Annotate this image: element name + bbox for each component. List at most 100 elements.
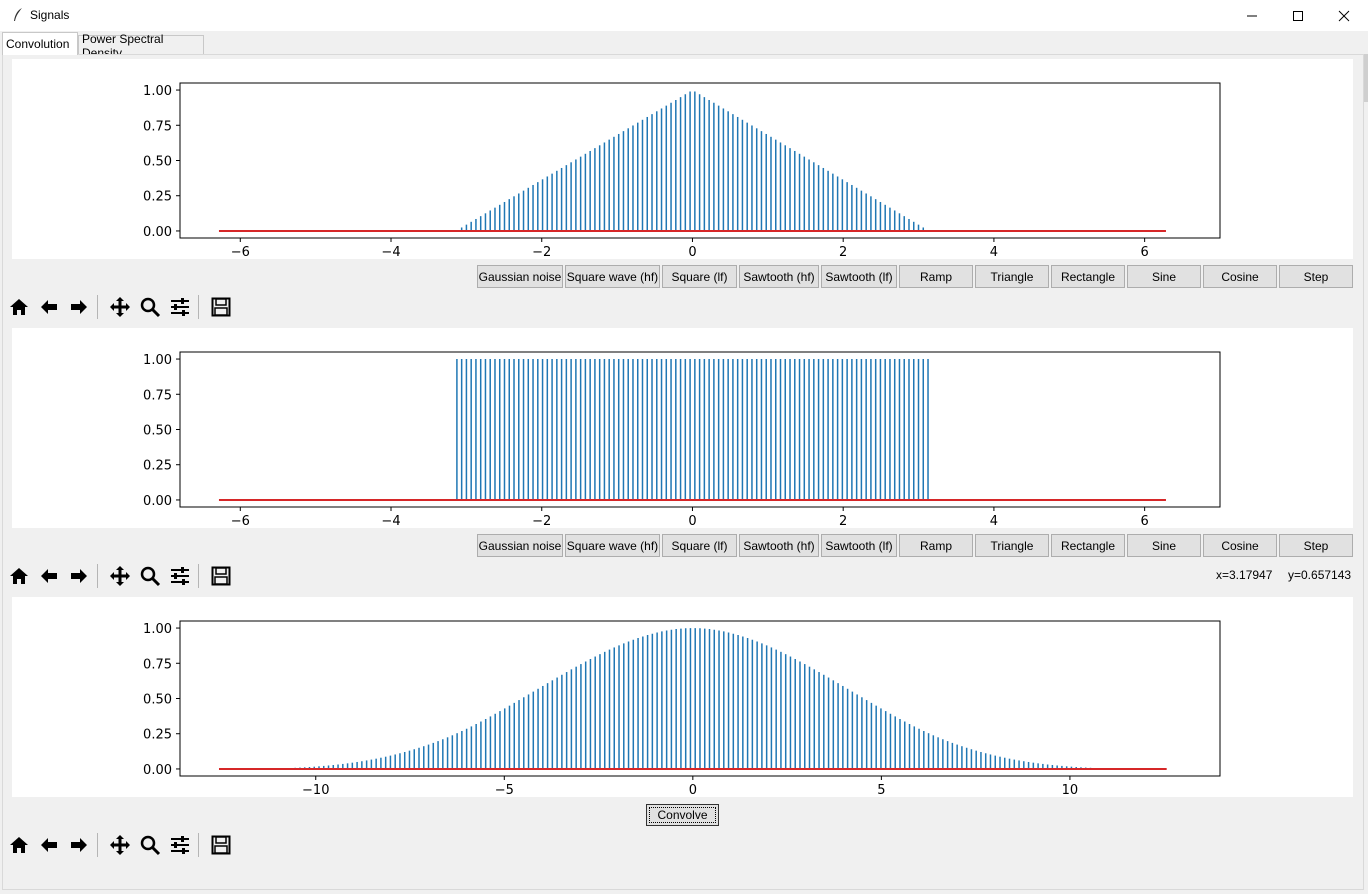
toolbar-3-forward-arrow-button[interactable] — [64, 830, 93, 859]
signal-1-button-gaussian-noise[interactable]: Gaussian noise — [477, 265, 563, 288]
y-tick-label: 0.50 — [143, 693, 172, 708]
configure-subplots-icon — [170, 297, 189, 316]
y-tick-label: 0.25 — [143, 459, 172, 474]
toolbar-1-save-button[interactable] — [206, 292, 235, 321]
pan-icon — [109, 565, 130, 586]
toolbar-2-home-button[interactable] — [4, 561, 33, 590]
toolbar-separator — [97, 564, 98, 588]
y-tick-label: 1.00 — [143, 622, 172, 637]
y-tick-label: 0.00 — [143, 494, 172, 509]
toolbar-2-configure-subplots-button[interactable] — [165, 561, 194, 590]
toolbar-3-save-button[interactable] — [206, 830, 235, 859]
home-icon — [9, 836, 28, 853]
configure-subplots-icon — [170, 566, 189, 585]
x-tick-label: −4 — [381, 245, 400, 259]
y-tick-label: 0.75 — [143, 657, 172, 672]
signal-1-button-cosine[interactable]: Cosine — [1203, 265, 1277, 288]
signal-2-button-sine[interactable]: Sine — [1127, 534, 1201, 557]
back-arrow-icon — [40, 568, 57, 583]
toolbar-1-configure-subplots-button[interactable] — [165, 292, 194, 321]
toolbar-2-save-button[interactable] — [206, 561, 235, 590]
toolbar-2-back-arrow-button[interactable] — [34, 561, 63, 590]
signal-1-button-sawtooth-hf[interactable]: Sawtooth (hf) — [739, 265, 819, 288]
toolbar-3-zoom-button[interactable] — [135, 830, 164, 859]
signal-2-chart: −6 −4 −2 0 2 4 6 0.00 0.25 0.50 0.75 1.00 — [143, 351, 1221, 528]
signal-1-button-square-wave-hf[interactable]: Square wave (hf) — [565, 265, 660, 288]
toolbar-1-home-button[interactable] — [4, 292, 33, 321]
toolbar-1-forward-arrow-button[interactable] — [64, 292, 93, 321]
forward-arrow-icon — [70, 299, 87, 314]
x-tick-label: 6 — [1140, 514, 1148, 528]
signal-1-button-sawtooth-lf[interactable]: Sawtooth (lf) — [821, 265, 897, 288]
toolbar-1-back-arrow-button[interactable] — [34, 292, 63, 321]
signal-2-button-step[interactable]: Step — [1279, 534, 1353, 557]
signal-2-button-triangle[interactable]: Triangle — [975, 534, 1049, 557]
signal-1-button-sine[interactable]: Sine — [1127, 265, 1201, 288]
signal-2-button-sawtooth-hf[interactable]: Sawtooth (hf) — [739, 534, 819, 557]
configure-subplots-icon — [170, 835, 189, 854]
tab-convolution[interactable]: Convolution — [2, 32, 78, 55]
zoom-icon — [140, 297, 160, 317]
window-title: Signals — [30, 8, 70, 22]
x-tick-label: −2 — [532, 245, 551, 259]
toolbar-2-forward-arrow-button[interactable] — [64, 561, 93, 590]
zoom-icon — [140, 566, 160, 586]
scrollbar[interactable] — [1364, 54, 1368, 102]
tab-power-spectral-density[interactable]: Power Spectral Density — [78, 32, 204, 60]
toolbar-1-zoom-button[interactable] — [135, 292, 164, 321]
signal-2-button-square-wave-hf[interactable]: Square wave (hf) — [565, 534, 660, 557]
y-tick-label: 0.00 — [143, 763, 172, 778]
signal-2-button-ramp[interactable]: Ramp — [899, 534, 973, 557]
signal-1-button-step[interactable]: Step — [1279, 265, 1353, 288]
minimize-icon — [1247, 15, 1257, 16]
y-tick-label: 1.00 — [143, 353, 172, 368]
signal-2-button-gaussian-noise[interactable]: Gaussian noise — [477, 534, 563, 557]
toolbar-2-pan-button[interactable] — [105, 561, 134, 590]
toolbar-separator — [198, 833, 199, 857]
signal-1-chart: −6 −4 −2 0 2 4 6 0.00 0.25 0.50 0.75 1.00 — [143, 82, 1221, 259]
signal-1-button-rectangle[interactable]: Rectangle — [1051, 265, 1125, 288]
zoom-icon — [140, 835, 160, 855]
toolbar-3-back-arrow-button[interactable] — [34, 830, 63, 859]
signal-2-button-rectangle[interactable]: Rectangle — [1051, 534, 1125, 557]
x-tick-label: 4 — [990, 514, 998, 528]
pan-icon — [109, 296, 130, 317]
title-bar: Signals — [0, 0, 1368, 31]
signal-1-button-ramp[interactable]: Ramp — [899, 265, 973, 288]
signal-1-button-square-lf[interactable]: Square (lf) — [662, 265, 737, 288]
x-tick-label: 2 — [839, 514, 847, 528]
signal-2-button-cosine[interactable]: Cosine — [1203, 534, 1277, 557]
x-tick-label: −4 — [381, 514, 400, 528]
x-tick-label: −6 — [231, 514, 250, 528]
minimize-button[interactable] — [1229, 0, 1275, 31]
maximize-button[interactable] — [1275, 0, 1321, 31]
cursor-x-readout: x=3.17947 — [1216, 568, 1273, 582]
y-tick-label: 0.50 — [143, 424, 172, 439]
y-tick-label: 0.00 — [143, 225, 172, 240]
toolbar-separator — [198, 564, 199, 588]
notebook-tabs: Convolution Power Spectral Density — [0, 31, 1368, 60]
toolbar-3-configure-subplots-button[interactable] — [165, 830, 194, 859]
plot-signal-2[interactable]: −6 −4 −2 0 2 4 6 0.00 0.25 0.50 0.75 1.00 — [12, 328, 1353, 528]
x-tick-label: 10 — [1062, 783, 1079, 797]
plot-signal-1[interactable]: −6 −4 −2 0 2 4 6 0.00 0.25 0.50 0.75 1.00 — [12, 59, 1353, 259]
signal-2-button-sawtooth-lf[interactable]: Sawtooth (lf) — [821, 534, 897, 557]
toolbar-3-home-button[interactable] — [4, 830, 33, 859]
back-arrow-icon — [40, 299, 57, 314]
toolbar-2-zoom-button[interactable] — [135, 561, 164, 590]
toolbar-1-pan-button[interactable] — [105, 292, 134, 321]
close-button[interactable] — [1321, 0, 1367, 31]
toolbar-3-pan-button[interactable] — [105, 830, 134, 859]
x-tick-label: −5 — [495, 783, 514, 797]
navigation-toolbar-2 — [4, 561, 244, 591]
toolbar-separator — [97, 295, 98, 319]
convolve-button[interactable]: Convolve — [646, 804, 719, 826]
signal-2-button-square-lf[interactable]: Square (lf) — [662, 534, 737, 557]
navigation-toolbar-1 — [4, 292, 244, 322]
plot-convolution-result[interactable]: −10 −5 0 5 10 0.00 0.25 0.50 0.75 1.00 — [12, 597, 1353, 797]
back-arrow-icon — [40, 837, 57, 852]
convolution-result-chart: −10 −5 0 5 10 0.00 0.25 0.50 0.75 1.00 — [143, 620, 1221, 797]
save-icon — [211, 297, 230, 316]
pan-icon — [109, 834, 130, 855]
signal-1-button-triangle[interactable]: Triangle — [975, 265, 1049, 288]
